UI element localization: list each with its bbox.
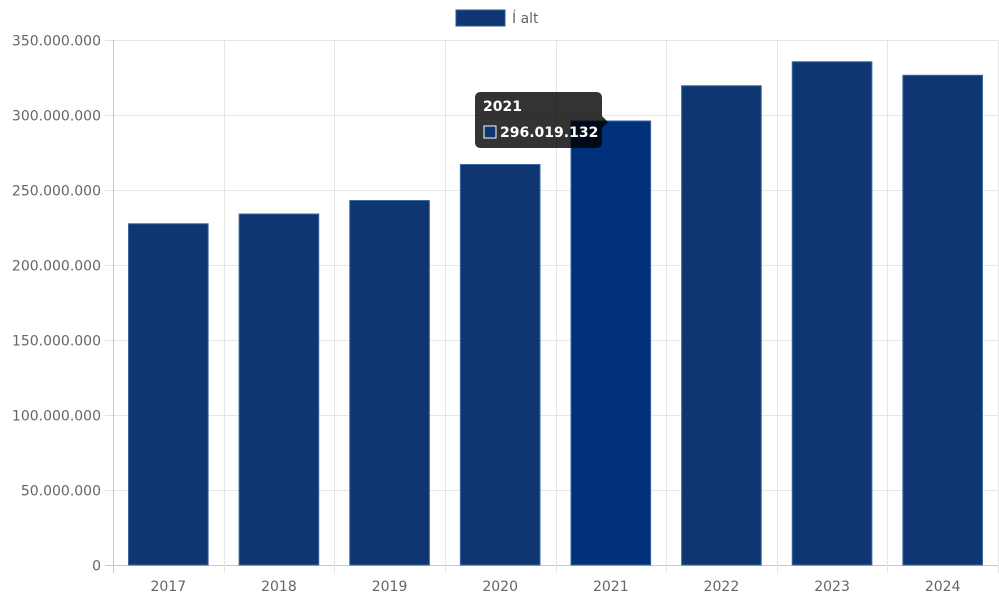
y-tick-label: 350.000.000 [12,34,101,50]
tooltip-swatch [483,125,497,139]
x-tick-label: 2024 [925,579,961,595]
x-tick-label: 2023 [814,579,850,595]
bar-series [127,61,984,566]
tooltip-title: 2021 [483,99,522,115]
x-tick-label: 2018 [261,579,297,595]
tooltip-value: 296.019.132 [500,125,598,141]
x-axis: 2017 2018 2019 2020 2021 2022 2023 2024 [150,579,960,595]
y-tick-label: 200.000.000 [12,259,101,275]
chart-legend[interactable]: Í alt [455,9,539,27]
x-tick-label: 2021 [593,579,629,595]
x-tick-label: 2017 [150,579,186,595]
bar-2019[interactable] [349,200,430,566]
x-tick-label: 2020 [482,579,518,595]
bar-2024[interactable] [902,74,984,566]
tooltip-box [475,92,608,148]
bar-2018[interactable] [238,213,320,566]
y-tick-label: 300.000.000 [12,109,101,125]
bar-2017[interactable] [127,223,209,566]
x-tick-label: 2022 [704,579,740,595]
bar-2021[interactable] [570,120,652,566]
y-axis: 0 50.000.000 100.000.000 150.000.000 200.000… [12,34,101,575]
legend-swatch[interactable] [455,9,506,27]
x-tick-label: 2019 [372,579,408,595]
tooltip: 2021 296.019.132 [475,92,608,148]
y-tick-label: 250.000.000 [12,184,101,200]
bar-2022[interactable] [681,85,762,566]
bar-2020[interactable] [459,164,541,566]
bar-2023[interactable] [791,61,873,566]
chart-grid [105,40,999,573]
y-tick-label: 100.000.000 [12,409,101,425]
y-tick-label: 0 [92,559,101,575]
y-tick-label: 150.000.000 [12,334,101,350]
y-tick-label: 50.000.000 [21,484,101,500]
legend-label[interactable]: Í alt [512,10,539,27]
